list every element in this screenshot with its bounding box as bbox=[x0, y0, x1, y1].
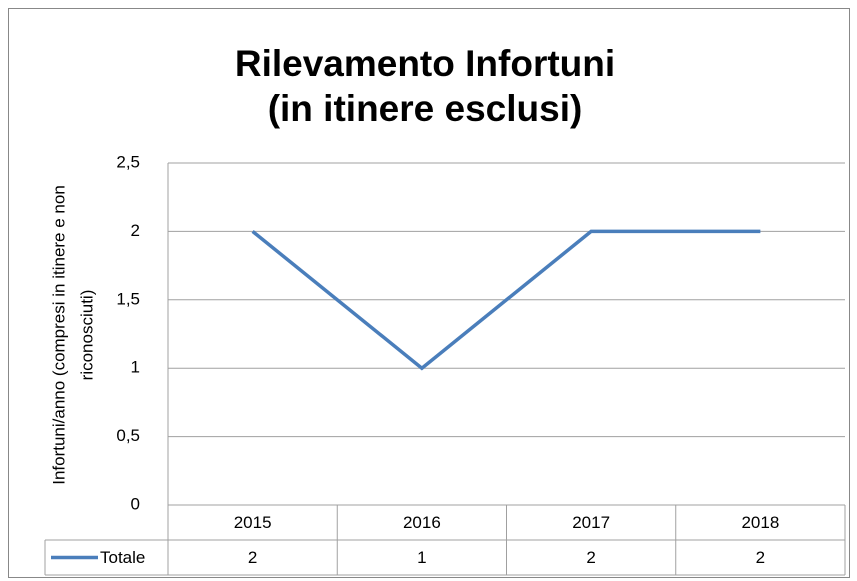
y-tick-label: 0 bbox=[131, 494, 140, 513]
table-value: 2 bbox=[586, 548, 595, 567]
chart-title: Rilevamento Infortuni bbox=[235, 43, 615, 84]
table-value: 1 bbox=[417, 548, 426, 567]
y-tick-label: 2 bbox=[131, 221, 140, 240]
chart-border bbox=[8, 8, 850, 578]
x-tick-label: 2015 bbox=[234, 513, 272, 532]
table-value: 2 bbox=[248, 548, 257, 567]
y-tick-label: 0,5 bbox=[116, 426, 140, 445]
legend-label: Totale bbox=[100, 548, 145, 567]
y-tick-label: 2,5 bbox=[116, 152, 140, 171]
table-value: 2 bbox=[756, 548, 765, 567]
y-axis-label: riconosciuti) bbox=[77, 290, 96, 381]
y-axis-label: Infortuni/anno (compresi in itinere e no… bbox=[49, 185, 68, 485]
chart-title: (in itinere esclusi) bbox=[268, 88, 583, 129]
x-tick-label: 2018 bbox=[741, 513, 779, 532]
y-tick-label: 1,5 bbox=[116, 289, 140, 308]
x-tick-label: 2016 bbox=[403, 513, 441, 532]
x-tick-label: 2017 bbox=[572, 513, 610, 532]
line-series bbox=[251, 229, 761, 371]
y-tick-label: 1 bbox=[131, 358, 140, 377]
